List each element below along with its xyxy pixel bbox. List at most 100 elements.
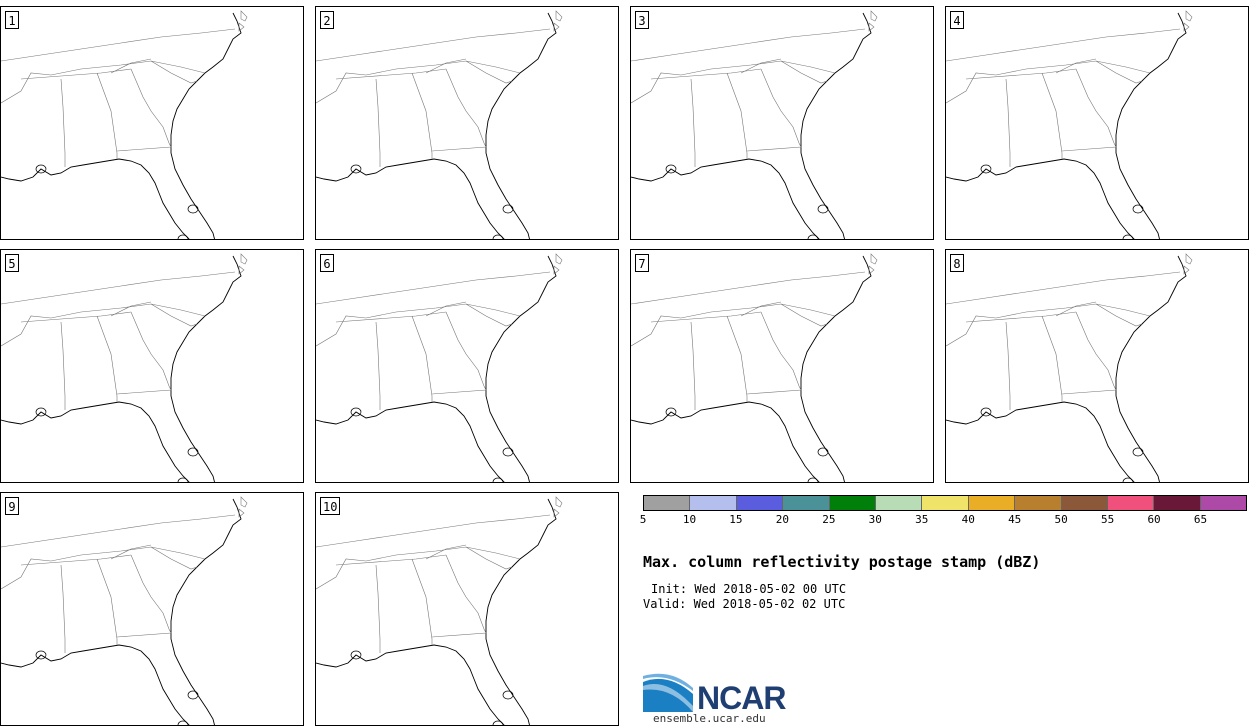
state-border: [431, 554, 487, 638]
lake-outline: [807, 234, 819, 239]
state-border: [746, 68, 802, 152]
map-outline: [1, 253, 248, 482]
coastline: [631, 158, 820, 239]
state-border: [20, 68, 132, 80]
state-border: [946, 60, 1151, 104]
state-border: [553, 508, 560, 518]
colorbar-segment: [644, 496, 691, 510]
colorbar-segment: [1200, 496, 1247, 510]
state-border: [1185, 10, 1193, 22]
lake-outline: [350, 164, 362, 174]
state-border: [110, 58, 152, 74]
lake-outline: [187, 204, 199, 214]
map-panel: 9: [0, 492, 304, 726]
colorbar-tick-label: 50: [1054, 513, 1068, 526]
lake-outline: [665, 407, 677, 417]
state-border: [946, 303, 1151, 347]
state-border: [780, 60, 828, 84]
lake-outline: [502, 447, 514, 457]
coastline: [316, 158, 505, 239]
valid-time: Valid: Wed 2018-05-02 02 UTC: [643, 597, 846, 611]
panel-number-label: 4: [950, 11, 964, 29]
panel-number-label: 10: [320, 497, 341, 515]
panel-number-label: 6: [320, 254, 334, 272]
lake-outline: [1122, 234, 1134, 239]
state-border: [60, 321, 66, 410]
state-border: [240, 496, 248, 508]
state-border: [1055, 58, 1097, 74]
state-border: [425, 58, 467, 74]
state-border: [1041, 315, 1063, 402]
state-border: [240, 253, 248, 265]
coastline: [946, 401, 1135, 482]
colorbar: [643, 495, 1247, 511]
state-border: [1, 546, 206, 590]
state-border: [555, 253, 563, 265]
colorbar-segment: [1061, 496, 1108, 510]
state-border: [431, 68, 487, 152]
colorbar-segment: [690, 496, 737, 510]
lake-outline: [492, 234, 504, 239]
coastline: [316, 644, 505, 725]
colorbar-ticks: 5 10 15 20 25 30 35 40 45 50 55 60 65: [640, 513, 1247, 533]
state-border: [780, 303, 828, 327]
state-border: [335, 68, 447, 80]
map-outline: [316, 10, 563, 239]
state-border: [946, 28, 1181, 62]
map-panel: 7: [630, 249, 934, 483]
panel-number-label: 9: [5, 497, 19, 515]
state-border: [375, 564, 381, 653]
colorbar-segment: [783, 496, 830, 510]
state-border: [96, 315, 118, 402]
lake-outline: [350, 407, 362, 417]
colorbar-tick-label: 40: [961, 513, 975, 526]
state-border: [316, 303, 521, 347]
state-border: [555, 10, 563, 22]
state-border: [60, 78, 66, 167]
colorbar-tick-label: 25: [822, 513, 836, 526]
state-border: [1095, 303, 1143, 327]
map-panel: 1: [0, 6, 304, 240]
logo-text: NCAR: [697, 680, 786, 716]
lake-outline: [817, 204, 829, 214]
map-outline: [1, 496, 248, 725]
state-border: [1055, 301, 1097, 317]
map-outline: [946, 10, 1193, 239]
coastline: [485, 12, 557, 239]
map-panel: 6: [315, 249, 619, 483]
state-border: [465, 303, 513, 327]
colorbar-segment: [875, 496, 923, 510]
state-border: [150, 546, 198, 570]
coastline: [1, 401, 190, 482]
lake-outline: [35, 407, 47, 417]
state-border: [238, 508, 245, 518]
colorbar-segment: [1107, 496, 1155, 510]
state-border: [870, 10, 878, 22]
lake-outline: [187, 447, 199, 457]
lake-outline: [177, 720, 189, 725]
state-border: [1005, 321, 1011, 410]
state-border: [96, 72, 118, 159]
map-panel: 2: [315, 6, 619, 240]
map-panel: 10: [315, 492, 619, 726]
state-border: [60, 564, 66, 653]
state-border: [1, 60, 206, 104]
state-border: [425, 301, 467, 317]
coastline: [170, 255, 242, 482]
state-border: [316, 60, 521, 104]
state-border: [650, 68, 762, 80]
state-border: [110, 301, 152, 317]
state-border: [411, 72, 433, 159]
lake-outline: [35, 650, 47, 660]
init-time: Init: Wed 2018-05-02 00 UTC: [651, 582, 847, 596]
colorbar-segment: [736, 496, 784, 510]
state-border: [631, 60, 836, 104]
state-border: [690, 321, 696, 410]
panel-number-label: 1: [5, 11, 19, 29]
colorbar-tick-label: 30: [868, 513, 882, 526]
state-border: [1095, 60, 1143, 84]
map-outline: [946, 253, 1193, 482]
panel-number-label: 5: [5, 254, 19, 272]
colorbar-tick-label: 55: [1100, 513, 1115, 526]
coastline: [1, 158, 190, 239]
